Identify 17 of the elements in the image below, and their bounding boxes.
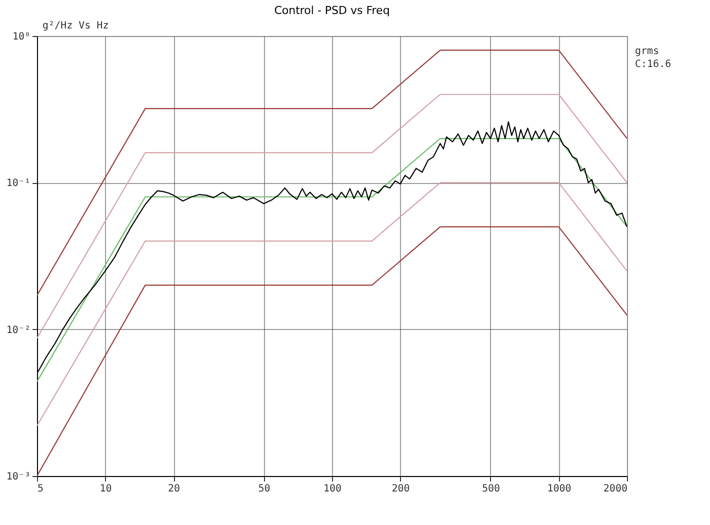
x-tick-label: 2000	[603, 484, 628, 494]
x-tick-label: 200	[392, 484, 410, 494]
x-tick-label: 5	[38, 484, 44, 494]
x-tick-label: 500	[482, 484, 500, 494]
y-tick-label: 10⁻²	[6, 324, 30, 336]
text: C:16.6	[635, 59, 672, 70]
text: grms	[635, 46, 660, 57]
x-tick-label: 10	[100, 484, 112, 494]
x-tick-label: 20	[168, 484, 180, 494]
chart-title: Control - PSD vs Freq	[274, 4, 390, 17]
x-tick-label: 100	[323, 484, 342, 494]
y-tick-label: 10⁻³	[6, 472, 30, 482]
x-tick-label: 1000	[547, 484, 572, 494]
y-tick-label: 10⁰	[12, 32, 30, 42]
x-tick-label: 50	[258, 484, 270, 494]
y-axis-title: g²/Hz Vs Hz	[42, 20, 109, 32]
y-tick-label: 10⁻¹	[6, 178, 30, 190]
